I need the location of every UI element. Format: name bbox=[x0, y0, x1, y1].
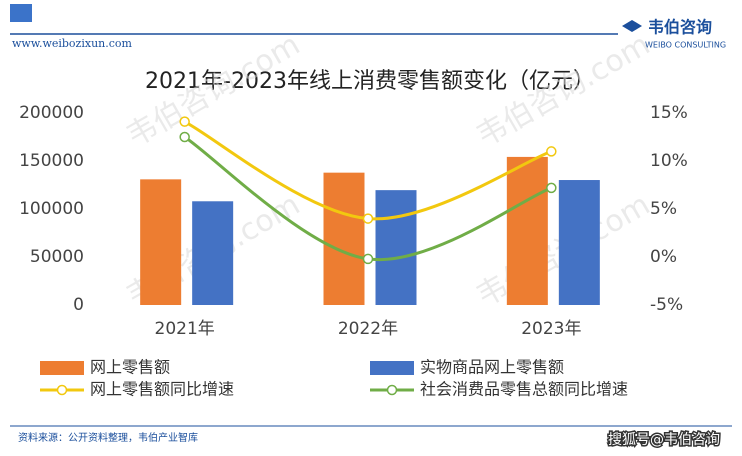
legend-label: 网上零售额 bbox=[90, 358, 170, 377]
legend-label: 网上零售额同比增速 bbox=[90, 380, 234, 399]
logo-mark bbox=[622, 20, 642, 32]
line-point bbox=[362, 213, 374, 224]
bar bbox=[140, 179, 182, 305]
logo-subtext: WEIBO CONSULTING bbox=[645, 41, 726, 50]
line-point bbox=[362, 253, 374, 265]
bar bbox=[506, 156, 548, 305]
x-tick-label: 2022年 bbox=[338, 319, 398, 339]
bar bbox=[375, 190, 417, 305]
source: 资料来源：公开资料整理，韦伯产业智库 bbox=[18, 431, 198, 444]
y2-tick-label: 10% bbox=[650, 151, 688, 171]
x-tick-label: 2021年 bbox=[155, 319, 215, 339]
legend-label: 实物商品网上零售额 bbox=[420, 358, 564, 377]
plot: 0 50000 100000 150000 200000 -5% 0% 5% 10% 15% 202… bbox=[19, 103, 688, 339]
x-tick-label: 2023年 bbox=[521, 319, 581, 339]
line-point bbox=[179, 116, 190, 127]
y2-tick-label: 5% bbox=[650, 199, 677, 219]
line-point bbox=[179, 131, 190, 143]
line-point bbox=[546, 182, 557, 194]
bar bbox=[558, 180, 600, 305]
y2-tick-label: -5% bbox=[650, 295, 683, 315]
legend-swatch-marker bbox=[56, 384, 68, 396]
legend-swatch bbox=[40, 361, 84, 375]
bar bbox=[323, 172, 365, 305]
y-tick-label: 100000 bbox=[19, 199, 84, 219]
legend-swatch bbox=[370, 361, 414, 375]
y2-tick-label: 0% bbox=[650, 247, 677, 267]
website: www.weibozixun.com bbox=[12, 37, 133, 50]
bar bbox=[192, 201, 234, 305]
y-tick-label: 0 bbox=[73, 295, 84, 315]
logo-text: 韦伯咨询 bbox=[648, 18, 712, 37]
legend-label: 社会消费品零售总额同比增速 bbox=[420, 380, 628, 399]
chart-title: 2021年-2023年线上消费零售额变化（亿元） bbox=[145, 69, 595, 94]
legend-swatch-marker bbox=[386, 384, 398, 396]
y2-tick-label: 15% bbox=[650, 103, 688, 123]
y-tick-label: 150000 bbox=[19, 151, 84, 171]
line-point bbox=[546, 146, 557, 157]
header-icon bbox=[10, 4, 32, 22]
y-tick-label: 50000 bbox=[30, 247, 84, 267]
sohu-credit: 搜狐号@韦伯咨询 bbox=[608, 432, 720, 448]
y-tick-label: 200000 bbox=[19, 103, 84, 123]
